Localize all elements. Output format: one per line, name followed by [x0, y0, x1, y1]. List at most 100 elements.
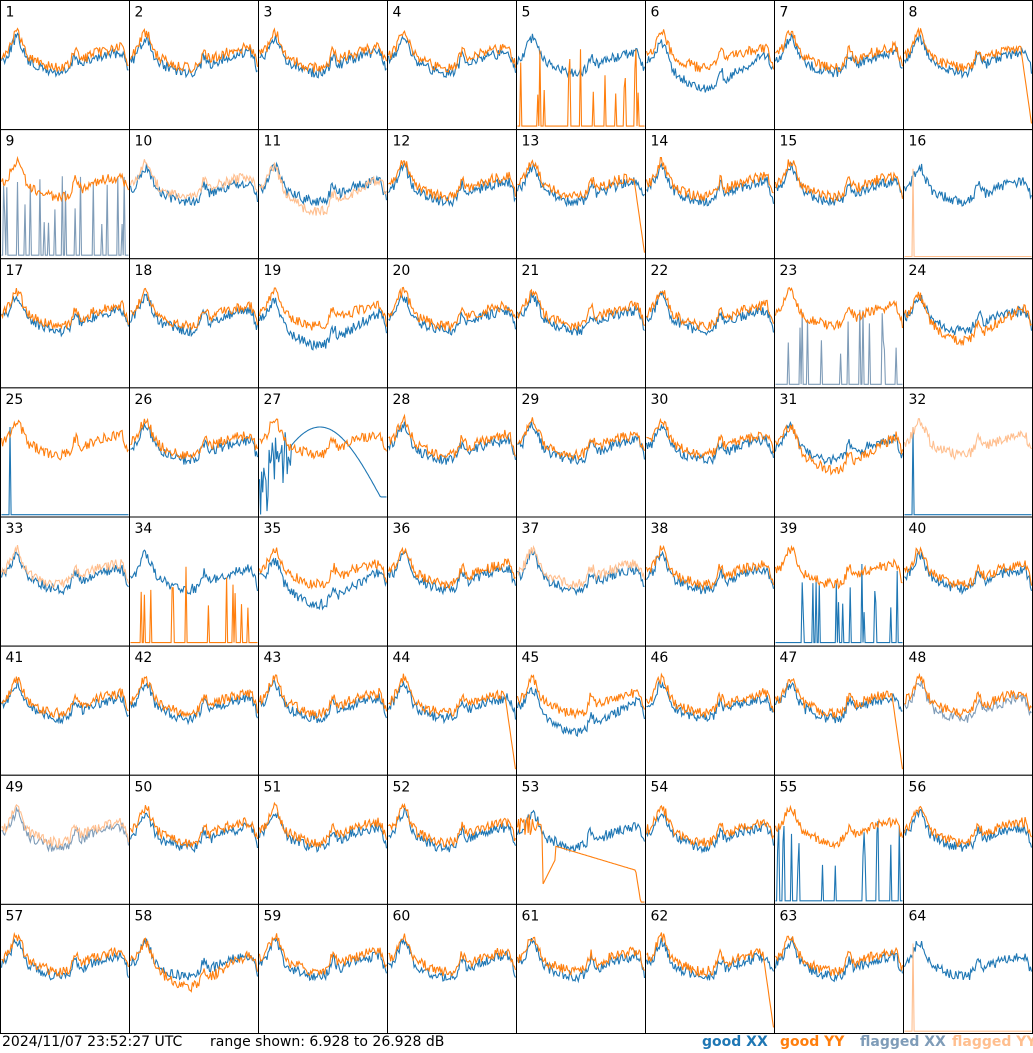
- panel-48: 48: [903, 645, 1033, 776]
- series-xx: [517, 549, 645, 596]
- panel-label: 28: [393, 392, 411, 408]
- series-yy: [517, 417, 646, 461]
- series-yy: [0, 155, 130, 203]
- panel-label: 19: [264, 263, 282, 279]
- panel-29: 29: [516, 387, 646, 518]
- panel-label: 23: [780, 263, 798, 279]
- panel-label: 20: [393, 263, 411, 279]
- series-xx: [904, 426, 1032, 516]
- panel-label: 29: [522, 392, 540, 408]
- panel-23: 23: [774, 258, 904, 389]
- series-yy: [388, 673, 517, 770]
- panel-frame: [129, 0, 259, 131]
- panel-label: 36: [393, 521, 411, 537]
- panel-label: 41: [6, 650, 24, 666]
- panel-56: 56: [903, 774, 1033, 905]
- panel-50: 50: [129, 774, 259, 905]
- series-yy: [388, 160, 517, 202]
- panel-label: 47: [780, 650, 798, 666]
- panel-41: 41: [0, 645, 130, 776]
- panel-label: 52: [393, 779, 411, 795]
- series-xx: [0, 551, 129, 596]
- panel-frame: [774, 774, 904, 905]
- panel-33: 33: [0, 516, 130, 647]
- series-yy: [645, 544, 775, 591]
- panel-label: 13: [522, 134, 540, 150]
- panel-35: 35: [258, 516, 388, 647]
- series-yy: [258, 801, 388, 848]
- panel-frame: [903, 516, 1033, 647]
- panel-frame: [516, 258, 646, 389]
- panel-frame: [258, 258, 388, 389]
- panel-frame: [774, 129, 904, 260]
- panel-label: 39: [780, 521, 798, 537]
- panel-52: 52: [387, 774, 517, 905]
- series-xx: [259, 679, 388, 724]
- panel-44: 44: [387, 645, 517, 776]
- series-xx: [774, 682, 903, 724]
- panel-label: 64: [909, 908, 927, 924]
- series-xx: [516, 291, 645, 336]
- panel-label: 3: [264, 5, 273, 21]
- panel-label: 32: [909, 392, 927, 408]
- series-yy: [774, 424, 904, 476]
- panel-label: 58: [135, 908, 153, 924]
- panel-label: 42: [135, 650, 153, 666]
- series-yy: [903, 418, 1032, 461]
- panel-frame: [774, 0, 904, 131]
- series-yy: [129, 675, 259, 718]
- series-xx: [775, 309, 903, 385]
- panel-label: 18: [135, 263, 153, 279]
- panel-label: 24: [909, 263, 927, 279]
- series-yy: [904, 943, 1032, 1032]
- series-xx: [517, 421, 646, 466]
- series-yy: [1, 931, 130, 978]
- panel-frame: [0, 903, 130, 1034]
- panel-label: 57: [6, 908, 24, 924]
- series-yy: [517, 159, 646, 253]
- panel-label: 43: [264, 650, 282, 666]
- panel-frame: [0, 774, 130, 905]
- series-yy: [645, 29, 775, 73]
- series-xx: [387, 35, 517, 79]
- panel-60: 60: [387, 903, 517, 1034]
- timestamp: 2024/11/07 23:52:27 UTC: [2, 1034, 183, 1050]
- series-xx: [1, 426, 129, 516]
- panel-58: 58: [129, 903, 259, 1034]
- panel-label: 15: [780, 134, 798, 150]
- panel-49: 49: [0, 774, 130, 905]
- panel-label: 4: [393, 5, 402, 21]
- series-yy: [646, 290, 775, 331]
- panel-label: 16: [909, 134, 927, 150]
- panel-label: 49: [6, 779, 24, 795]
- panel-label: 12: [393, 134, 411, 150]
- panel-frame: [387, 258, 517, 389]
- series-yy: [1, 804, 130, 849]
- panel-frame: [903, 129, 1033, 260]
- panel-54: 54: [645, 774, 775, 905]
- series-xx: [775, 162, 904, 207]
- panel-25: 25: [0, 387, 130, 518]
- series-yy: [774, 677, 904, 770]
- panel-label: 26: [135, 392, 153, 408]
- series-yy: [645, 156, 774, 202]
- series-yy: [387, 286, 517, 332]
- panel-label: 22: [651, 263, 669, 279]
- series-yy: [645, 804, 775, 848]
- legend-flagged-YY: flagged YY: [952, 1034, 1033, 1050]
- series-xx: [903, 163, 1033, 207]
- panel-30: 30: [645, 387, 775, 518]
- series-yy: [1, 676, 129, 719]
- panel-label: 55: [780, 779, 798, 795]
- series-yy: [259, 162, 388, 216]
- panel-12: 12: [387, 129, 517, 260]
- panel-3: 3: [258, 0, 388, 131]
- panel-frame: [903, 0, 1033, 131]
- panel-label: 59: [264, 908, 282, 924]
- panel-24: 24: [903, 258, 1033, 389]
- series-xx: [388, 161, 516, 208]
- series-yy: [129, 805, 259, 849]
- panel-64: 64: [903, 903, 1033, 1034]
- panel-frame: [129, 903, 259, 1034]
- panel-label: 27: [264, 392, 282, 408]
